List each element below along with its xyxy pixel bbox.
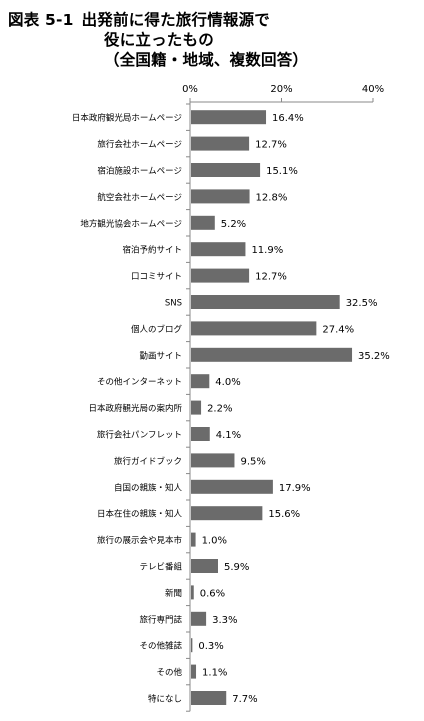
- category-label: 旅行の展示会や見本市: [97, 535, 183, 546]
- category-label: 個人のブログ: [131, 324, 183, 335]
- bar: [191, 585, 194, 600]
- value-label: 1.0%: [202, 536, 227, 547]
- value-label: 7.7%: [232, 694, 257, 705]
- value-label: 15.6%: [268, 509, 300, 520]
- bar: [191, 664, 197, 679]
- figure-number: 図表 5-1: [8, 11, 74, 29]
- category-label: 旅行会社ホームページ: [97, 139, 182, 150]
- value-label: 12.7%: [255, 140, 287, 151]
- value-label: 3.3%: [212, 615, 237, 626]
- value-label: 0.3%: [198, 641, 223, 652]
- category-label: 新聞: [165, 588, 182, 599]
- category-label: 日本政府観光局ホームページ: [72, 113, 182, 124]
- category-label: 口コミサイト: [131, 272, 182, 282]
- x-tick-label: 20%: [270, 84, 292, 95]
- category-label: 地方観光協会ホームページ: [80, 218, 182, 229]
- value-label: 17.9%: [279, 483, 311, 494]
- value-label: 1.1%: [202, 668, 227, 679]
- bar: [191, 374, 210, 389]
- bar: [191, 347, 353, 362]
- category-label: 旅行会社パンフレット: [97, 430, 182, 441]
- bar: [191, 295, 340, 309]
- value-label: 9.5%: [240, 456, 265, 467]
- value-label: 35.2%: [358, 351, 390, 362]
- category-label: 特になし: [148, 694, 182, 705]
- value-label: 12.7%: [255, 272, 287, 283]
- category-label: 動画サイト: [139, 350, 182, 361]
- value-label: 12.8%: [256, 192, 288, 203]
- value-label: 4.1%: [216, 430, 241, 441]
- bar: [191, 532, 196, 547]
- category-label: 旅行ガイドブック: [114, 456, 182, 467]
- category-label: SNS: [165, 299, 182, 309]
- title-line-3: （全国籍・地域、複数回答）: [104, 51, 309, 69]
- x-tick-label: 0%: [182, 84, 198, 95]
- bar: [191, 189, 250, 204]
- bar: [191, 163, 261, 177]
- value-label: 5.2%: [221, 219, 246, 230]
- bar: [191, 479, 273, 494]
- category-label: その他: [156, 667, 182, 678]
- title-line-2: 役に立ったもの: [104, 31, 214, 49]
- bar: [191, 427, 210, 441]
- category-label: 宿泊施設ホームページ: [97, 166, 182, 177]
- bar: [191, 611, 207, 626]
- value-label: 0.6%: [200, 588, 225, 599]
- bar: [191, 638, 193, 653]
- category-label: 宿泊予約サイト: [122, 245, 182, 256]
- bar: [191, 559, 218, 573]
- chart-title: 図表 5-1 出発前に得た旅行情報源で 役に立ったもの （全国籍・地域、複数回答）: [8, 10, 418, 70]
- value-label: 2.2%: [207, 404, 232, 415]
- category-label: 日本政府観光局の案内所: [88, 403, 182, 414]
- bar: [191, 453, 235, 468]
- bar: [191, 136, 250, 151]
- category-label: 旅行専門誌: [139, 614, 182, 625]
- value-label: 15.1%: [266, 166, 298, 177]
- bar: [191, 506, 263, 521]
- category-label: その他インターネット: [97, 377, 182, 388]
- value-label: 27.4%: [322, 324, 354, 335]
- category-label: 日本在住の親族・知人: [97, 509, 183, 520]
- value-label: 4.0%: [215, 377, 240, 388]
- bar: [191, 215, 215, 230]
- bar: [191, 321, 317, 336]
- bar: [191, 110, 267, 125]
- bar: [191, 691, 227, 705]
- x-tick-label: 40%: [362, 84, 384, 95]
- title-line-1: 出発前に得た旅行情報源で: [81, 11, 271, 29]
- category-label: テレビ番組: [139, 562, 182, 573]
- value-label: 11.9%: [251, 245, 283, 256]
- value-label: 5.9%: [224, 562, 249, 573]
- bar: [191, 268, 250, 283]
- bar: [191, 242, 246, 257]
- category-label: その他雑誌: [139, 641, 182, 652]
- value-label: 16.4%: [272, 113, 304, 124]
- category-label: 航空会社ホームページ: [97, 192, 182, 203]
- value-label: 32.5%: [346, 298, 378, 309]
- category-label: 自国の親族・知人: [114, 482, 183, 493]
- bar: [191, 400, 202, 415]
